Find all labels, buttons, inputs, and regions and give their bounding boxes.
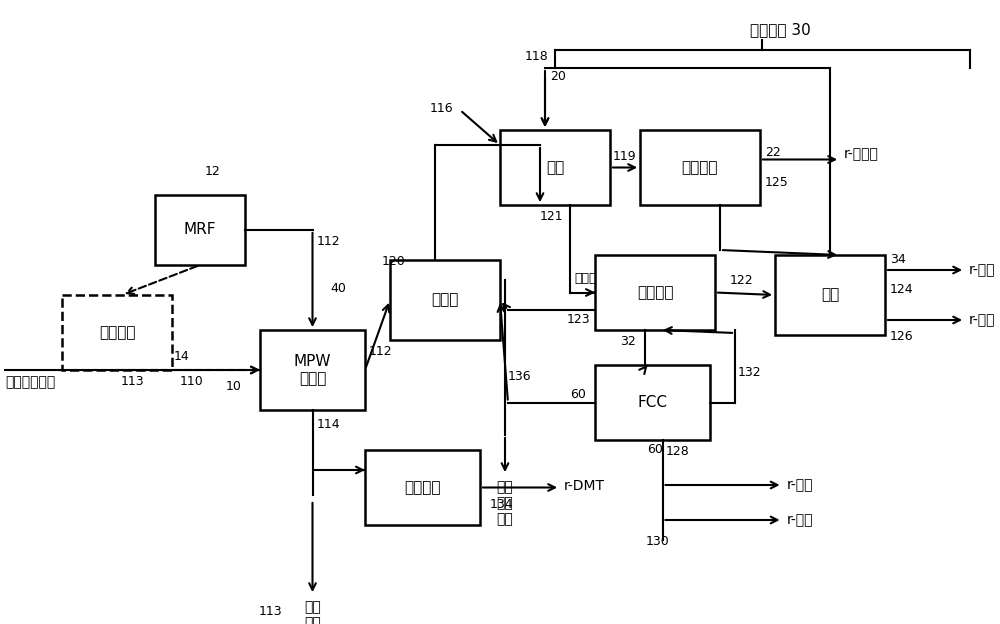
Text: 116: 116 (430, 102, 454, 115)
Text: MRF: MRF (184, 223, 216, 238)
Text: 分子重整: 分子重整 (682, 160, 718, 175)
Text: r-汽油: r-汽油 (786, 478, 813, 492)
Text: 112: 112 (316, 235, 340, 248)
Bar (390, 260, 500, 340)
Text: 118: 118 (525, 50, 549, 63)
Bar (640, 130, 760, 205)
Text: 12: 12 (205, 165, 221, 178)
Text: 热解: 热解 (546, 160, 564, 175)
Bar (595, 365, 710, 440)
Text: 尺寸减小: 尺寸减小 (99, 325, 135, 340)
Text: 裂化器炉: 裂化器炉 (637, 285, 673, 300)
Bar (595, 255, 715, 330)
Text: 134: 134 (490, 497, 514, 510)
Text: 混合塑料废物: 混合塑料废物 (5, 375, 55, 389)
Text: 113: 113 (259, 605, 283, 618)
Text: r-DMT: r-DMT (564, 479, 605, 494)
Text: 132: 132 (738, 366, 762, 379)
Text: 114: 114 (316, 418, 340, 431)
Text: 热解油: 热解油 (574, 271, 596, 285)
Text: r-柴油: r-柴油 (786, 513, 813, 527)
Text: 126: 126 (890, 330, 914, 343)
Text: 分离: 分离 (821, 288, 839, 303)
Text: 60: 60 (570, 388, 586, 401)
Text: 124: 124 (890, 283, 914, 296)
Text: 121: 121 (540, 210, 564, 223)
Bar (775, 255, 885, 335)
Text: 液化区: 液化区 (431, 293, 459, 308)
Text: r-石蜡: r-石蜡 (969, 313, 996, 327)
Text: 40: 40 (330, 282, 346, 295)
Text: 110: 110 (180, 375, 204, 388)
Text: 储存
运输
销售: 储存 运输 销售 (497, 480, 513, 527)
Text: 128: 128 (666, 445, 689, 458)
Text: 10: 10 (226, 380, 242, 393)
Text: 34: 34 (890, 253, 906, 266)
Text: 14: 14 (174, 350, 190, 363)
Text: 125: 125 (765, 175, 789, 188)
Text: 136: 136 (508, 370, 532, 383)
Text: 113: 113 (121, 375, 145, 388)
Text: MPW
分离器: MPW 分离器 (294, 354, 331, 386)
Text: 32: 32 (620, 335, 636, 348)
Text: 22: 22 (765, 147, 781, 160)
Text: 裂化设施 30: 裂化设施 30 (750, 22, 810, 37)
Text: 溶剂分解: 溶剂分解 (404, 480, 441, 495)
Text: 112: 112 (369, 345, 393, 358)
Bar (365, 450, 480, 525)
Text: 122: 122 (730, 275, 754, 288)
Bar (260, 330, 365, 410)
Bar (62, 295, 172, 370)
Text: 120: 120 (381, 255, 405, 268)
Text: FCC: FCC (638, 395, 668, 410)
Text: r-烯烃: r-烯烃 (969, 263, 996, 277)
Text: 119: 119 (613, 150, 637, 162)
Bar (155, 195, 245, 265)
Text: 60: 60 (648, 443, 663, 456)
Bar (500, 130, 610, 205)
Text: r-合成气: r-合成气 (844, 147, 879, 162)
Text: 20: 20 (550, 70, 566, 83)
Text: 123: 123 (567, 313, 591, 326)
Text: 130: 130 (646, 535, 669, 548)
Text: 储存
运输
销售: 储存 运输 销售 (304, 600, 321, 624)
